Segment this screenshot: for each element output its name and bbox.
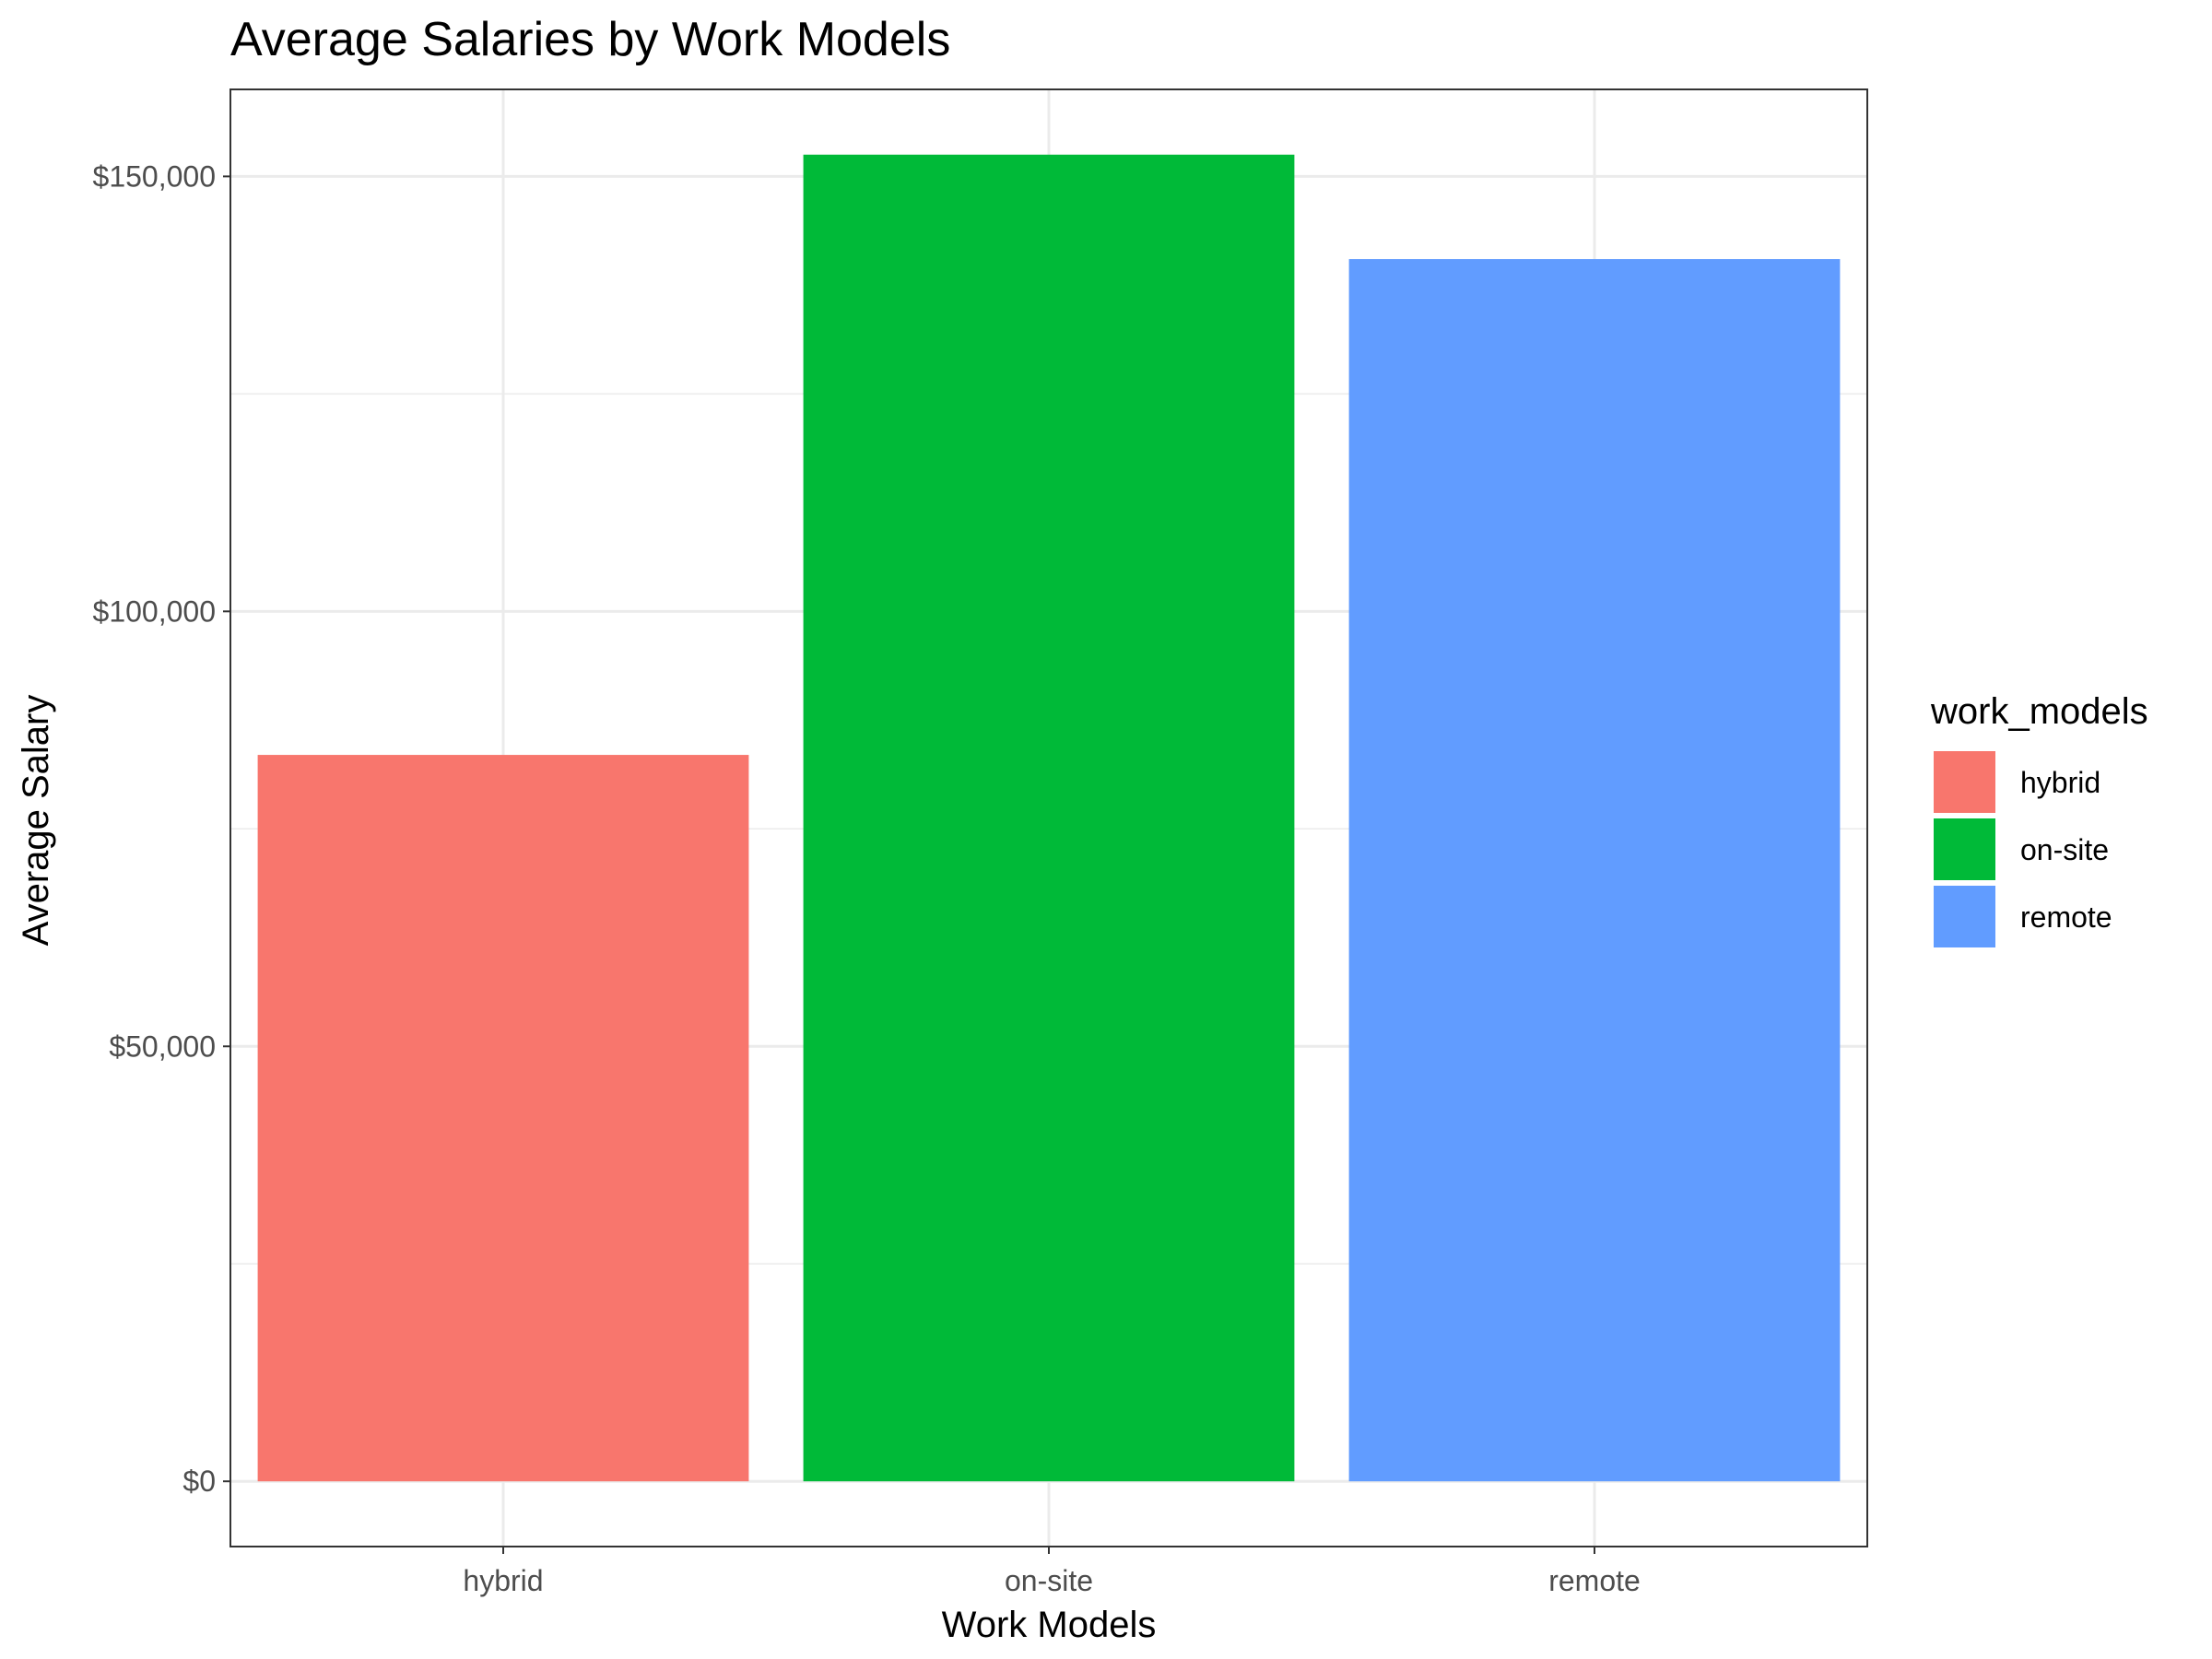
legend-key-hybrid [1934,751,1995,813]
x-tick-label: on-site [1005,1564,1093,1597]
bar-remote [1348,259,1841,1482]
y-tick-label: $50,000 [109,1030,216,1063]
y-tick-label: $0 [182,1465,216,1498]
x-tick-label: remote [1548,1564,1641,1597]
y-axis: $0 $50,000 $100,000 $150,000 [93,159,230,1498]
y-tick-label: $150,000 [93,159,216,193]
x-axis: hybrid on-site remote [463,1547,1641,1597]
legend-label: hybrid [2020,766,2100,799]
x-tick-label: hybrid [463,1564,543,1597]
legend-items: hybrid on-site remote [1934,751,2112,947]
legend-label: remote [2020,900,2112,934]
x-axis-title: Work Models [942,1605,1157,1645]
legend-key-on-site [1934,818,1995,880]
bar-hybrid [257,755,749,1482]
bar-on-site [803,154,1295,1482]
y-axis-title: Average Salary [16,695,56,947]
chart-title: Average Salaries by Work Models [230,13,950,66]
bars [257,154,1841,1482]
legend-key-remote [1934,886,1995,947]
legend: work_models hybrid on-site remote [1930,691,2148,947]
y-tick-label: $100,000 [93,594,216,628]
legend-title: work_models [1930,691,2148,732]
legend-label: on-site [2020,833,2109,866]
